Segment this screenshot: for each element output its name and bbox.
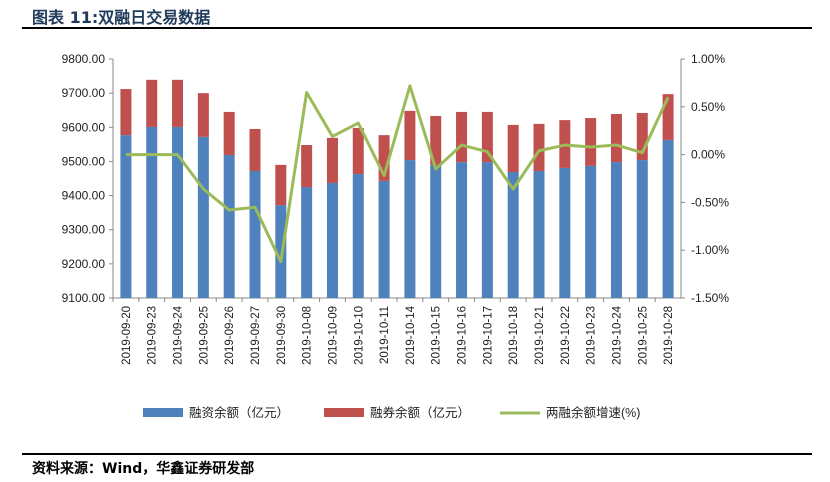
legend-label-growth: 两融余额增速(%) (546, 405, 640, 420)
x-tick-label: 2019-09-30 (276, 306, 288, 365)
bar-financing (430, 164, 442, 298)
bar-financing (456, 162, 468, 298)
source-note: 资料来源：Wind，华鑫证券研发部 (32, 461, 255, 477)
bar-financing (507, 172, 519, 298)
x-tick-label: 2019-09-27 (250, 306, 262, 365)
bar-financing (404, 160, 416, 298)
growth-rate-line (125, 84, 670, 264)
left-tick-label: 9100.00 (62, 291, 106, 305)
bar-securities-lending (533, 123, 545, 171)
bar-securities-lending (585, 118, 597, 166)
figure-title: 图表 11:双融日交易数据 (32, 8, 211, 27)
left-tick-label: 9600.00 (62, 120, 106, 134)
bar-securities-lending (662, 94, 674, 140)
bar-securities-lending (610, 113, 622, 163)
bar-financing (197, 136, 209, 298)
x-tick-label: 2019-09-25 (198, 306, 210, 365)
bar-securities-lending (197, 93, 209, 137)
x-tick-label: 2019-10-10 (353, 306, 365, 365)
legend-label-securities-lending: 融券余额（亿元） (370, 405, 470, 420)
bar-securities-lending (223, 111, 235, 155)
right-tick-label: 0.50% (691, 100, 725, 114)
legend-label-financing: 融资余额（亿元） (189, 405, 289, 420)
bar-securities-lending (352, 127, 364, 175)
right-tick-label: -1.00% (691, 243, 729, 257)
x-tick-label: 2019-10-23 (586, 306, 598, 365)
margin-trading-chart: 9800.00 9700.00 9600.00 9500.00 9400.00 9300.… (62, 52, 730, 420)
x-tick-label: 2019-10-17 (482, 306, 494, 365)
bar-financing (636, 160, 648, 298)
bar-securities-lending (326, 137, 338, 183)
legend-swatch-financing (143, 408, 183, 417)
legend-swatch-securities-lending (324, 408, 364, 417)
bar-financing (275, 205, 287, 298)
bar-financing (352, 174, 364, 298)
x-tick-label: 2019-10-16 (457, 306, 469, 365)
bar-securities-lending (249, 128, 261, 171)
footer-divider (22, 453, 812, 455)
right-tick-label: -0.50% (691, 195, 729, 209)
left-tick-label: 9300.00 (62, 223, 106, 237)
bar-financing (378, 180, 390, 298)
bar-financing (533, 170, 545, 298)
x-tick-label: 2019-09-26 (224, 306, 236, 365)
bar-financing (559, 167, 571, 298)
bar-financing (172, 126, 184, 299)
x-tick-label: 2019-10-22 (560, 306, 572, 365)
bar-financing (481, 162, 493, 298)
bar-securities-lending (430, 116, 442, 165)
x-tick-label: 2019-10-11 (379, 306, 391, 364)
bar-financing (585, 165, 597, 298)
left-tick-label: 9500.00 (62, 154, 106, 168)
bar-securities-lending (120, 89, 132, 136)
right-tick-label: 0.00% (691, 148, 725, 162)
bar-financing (610, 162, 622, 298)
left-tick-label: 9800.00 (62, 52, 106, 66)
x-tick-label: 2019-10-09 (327, 306, 339, 365)
bar-securities-lending (275, 164, 287, 206)
right-tick-label: 1.00% (691, 52, 725, 66)
x-tick-label: 2019-10-08 (302, 306, 314, 365)
left-tick-label: 9700.00 (62, 86, 106, 100)
bar-securities-lending (507, 124, 519, 173)
left-tick-label: 9400.00 (62, 189, 106, 203)
x-tick-label: 2019-10-24 (611, 305, 623, 364)
x-tick-label: 2019-10-18 (508, 306, 520, 365)
x-tick-label: 2019-10-15 (431, 306, 443, 365)
bar-securities-lending (481, 111, 493, 163)
x-tick-label: 2019-09-20 (121, 306, 133, 365)
bar-financing (301, 187, 313, 298)
bar-financing (249, 170, 261, 298)
x-tick-label: 2019-09-24 (173, 305, 185, 364)
bar-securities-lending (146, 79, 158, 127)
x-tick-label: 2019-09-23 (147, 306, 159, 365)
bar-securities-lending (404, 110, 416, 161)
bar-securities-lending (378, 135, 390, 181)
bar-securities-lending (172, 79, 184, 127)
bar-securities-lending (636, 112, 648, 161)
bar-financing (146, 126, 158, 299)
left-tick-label: 9200.00 (62, 257, 106, 271)
bar-securities-lending (301, 145, 313, 188)
bar-financing (223, 154, 235, 298)
x-tick-label: 2019-10-14 (405, 305, 417, 364)
x-tick-label: 2019-10-25 (637, 306, 649, 365)
bar-financing (662, 139, 674, 298)
bar-financing (120, 135, 132, 298)
x-tick-label: 2019-10-28 (663, 306, 675, 365)
right-tick-label: -1.50% (691, 291, 729, 305)
x-tick-label: 2019-10-21 (534, 306, 546, 365)
title-divider (22, 27, 812, 29)
bar-financing (326, 182, 338, 298)
bar-securities-lending (456, 111, 468, 163)
